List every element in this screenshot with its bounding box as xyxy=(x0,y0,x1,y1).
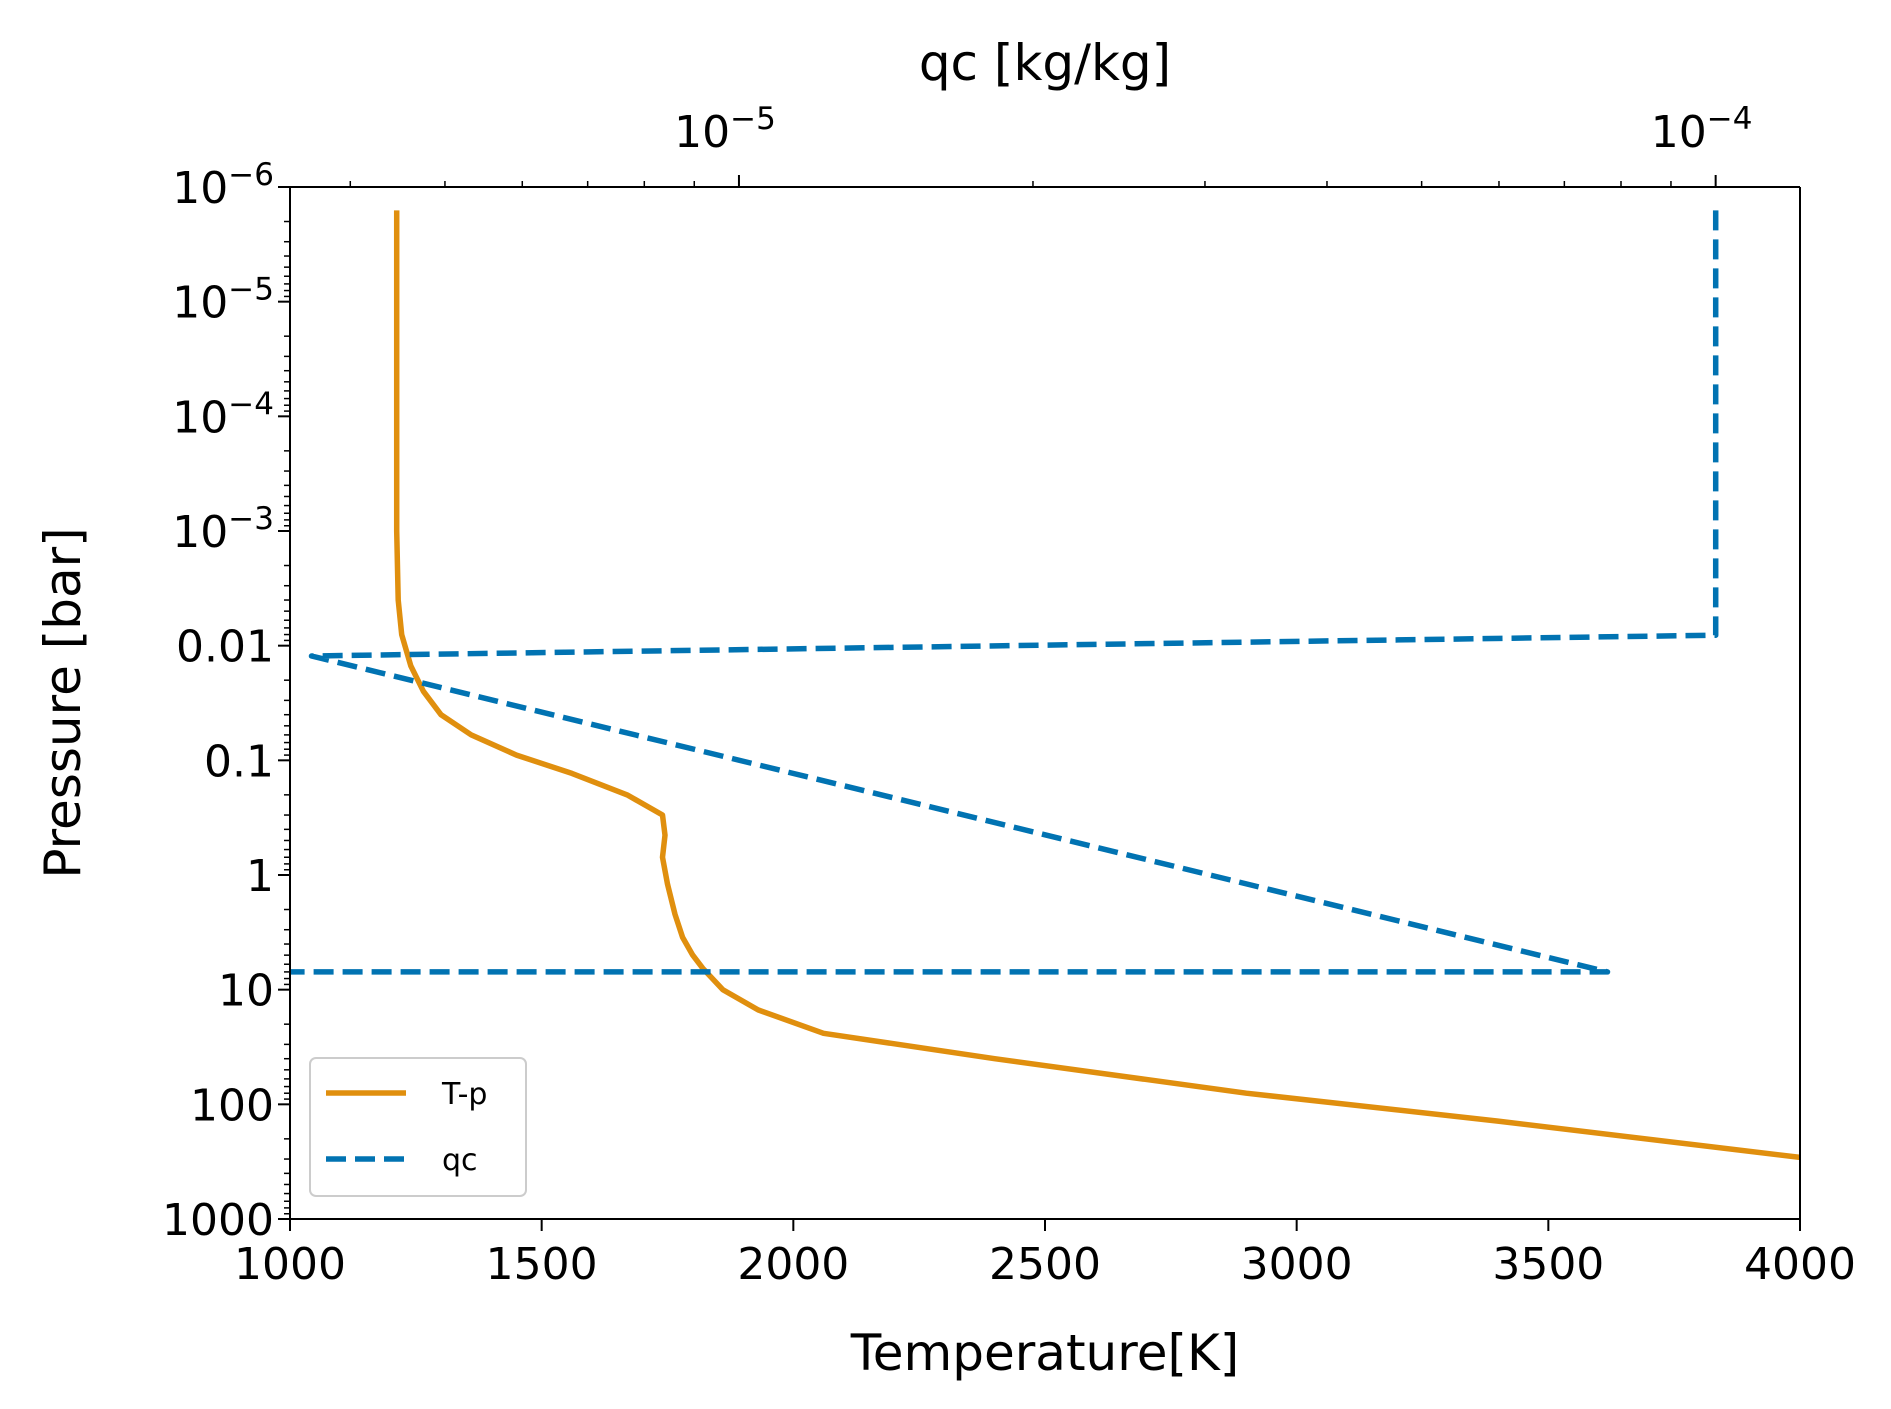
x-axis-title: Temperature[K] xyxy=(850,1324,1240,1382)
top-axis-title: qᴄ [kg/kg] xyxy=(919,34,1171,92)
y-tick-label: 100 xyxy=(190,1080,274,1131)
ticks: 1000 1500 2000 2500 3000 3500 4000 10−6 10−5 10−4… xyxy=(162,101,1856,1290)
series-line-tp xyxy=(393,210,1801,1161)
legend-box xyxy=(309,1057,527,1197)
y-tick-label: 10−6 xyxy=(172,157,274,214)
x-tick-label: 2000 xyxy=(737,1239,849,1290)
y-tick-label: 10 xyxy=(218,966,274,1017)
x-tick-label: 3000 xyxy=(1241,1239,1353,1290)
y-tick-label: 0.01 xyxy=(176,622,274,673)
y-tick-label: 10−4 xyxy=(172,386,274,443)
series-group xyxy=(290,210,1801,1161)
legend-label: T-p xyxy=(441,1077,487,1112)
plot-background xyxy=(290,187,1800,1219)
y-tick-label: 1000 xyxy=(162,1195,274,1246)
y-tick-label: 10−5 xyxy=(172,272,274,329)
x-tick-label: 2500 xyxy=(989,1239,1101,1290)
x-tick-label: 4000 xyxy=(1744,1239,1856,1290)
top-tick-label: 10−4 xyxy=(1651,101,1753,158)
y-tick-label: 0.1 xyxy=(204,736,274,787)
legend: T-p qᴄ xyxy=(309,1057,527,1197)
y-axis-title: Pressure [bar] xyxy=(34,527,92,878)
x-tick-label: 1500 xyxy=(486,1239,598,1290)
y-tick-label: 10−3 xyxy=(172,501,274,558)
x-tick-label: 1000 xyxy=(234,1239,346,1290)
y-tick-label: 1 xyxy=(246,851,274,902)
top-tick-label: 10−5 xyxy=(674,101,776,158)
legend-label: qᴄ xyxy=(442,1143,478,1178)
series-line-qc xyxy=(290,210,1719,975)
x-tick-label: 3500 xyxy=(1492,1239,1604,1290)
plot-area xyxy=(290,187,1800,1219)
